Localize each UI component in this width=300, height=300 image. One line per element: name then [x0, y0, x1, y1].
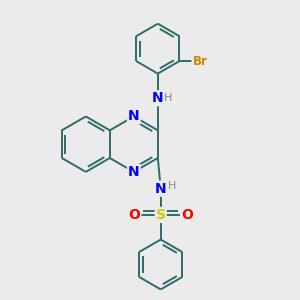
Text: N: N — [128, 165, 140, 179]
Text: Br: Br — [192, 55, 207, 68]
Text: O: O — [181, 208, 193, 222]
Text: N: N — [155, 182, 167, 196]
Text: N: N — [152, 91, 164, 105]
Text: H: H — [168, 181, 176, 191]
Text: N: N — [128, 110, 140, 124]
Text: O: O — [129, 208, 140, 222]
Text: S: S — [156, 208, 166, 222]
Text: H: H — [164, 93, 172, 103]
